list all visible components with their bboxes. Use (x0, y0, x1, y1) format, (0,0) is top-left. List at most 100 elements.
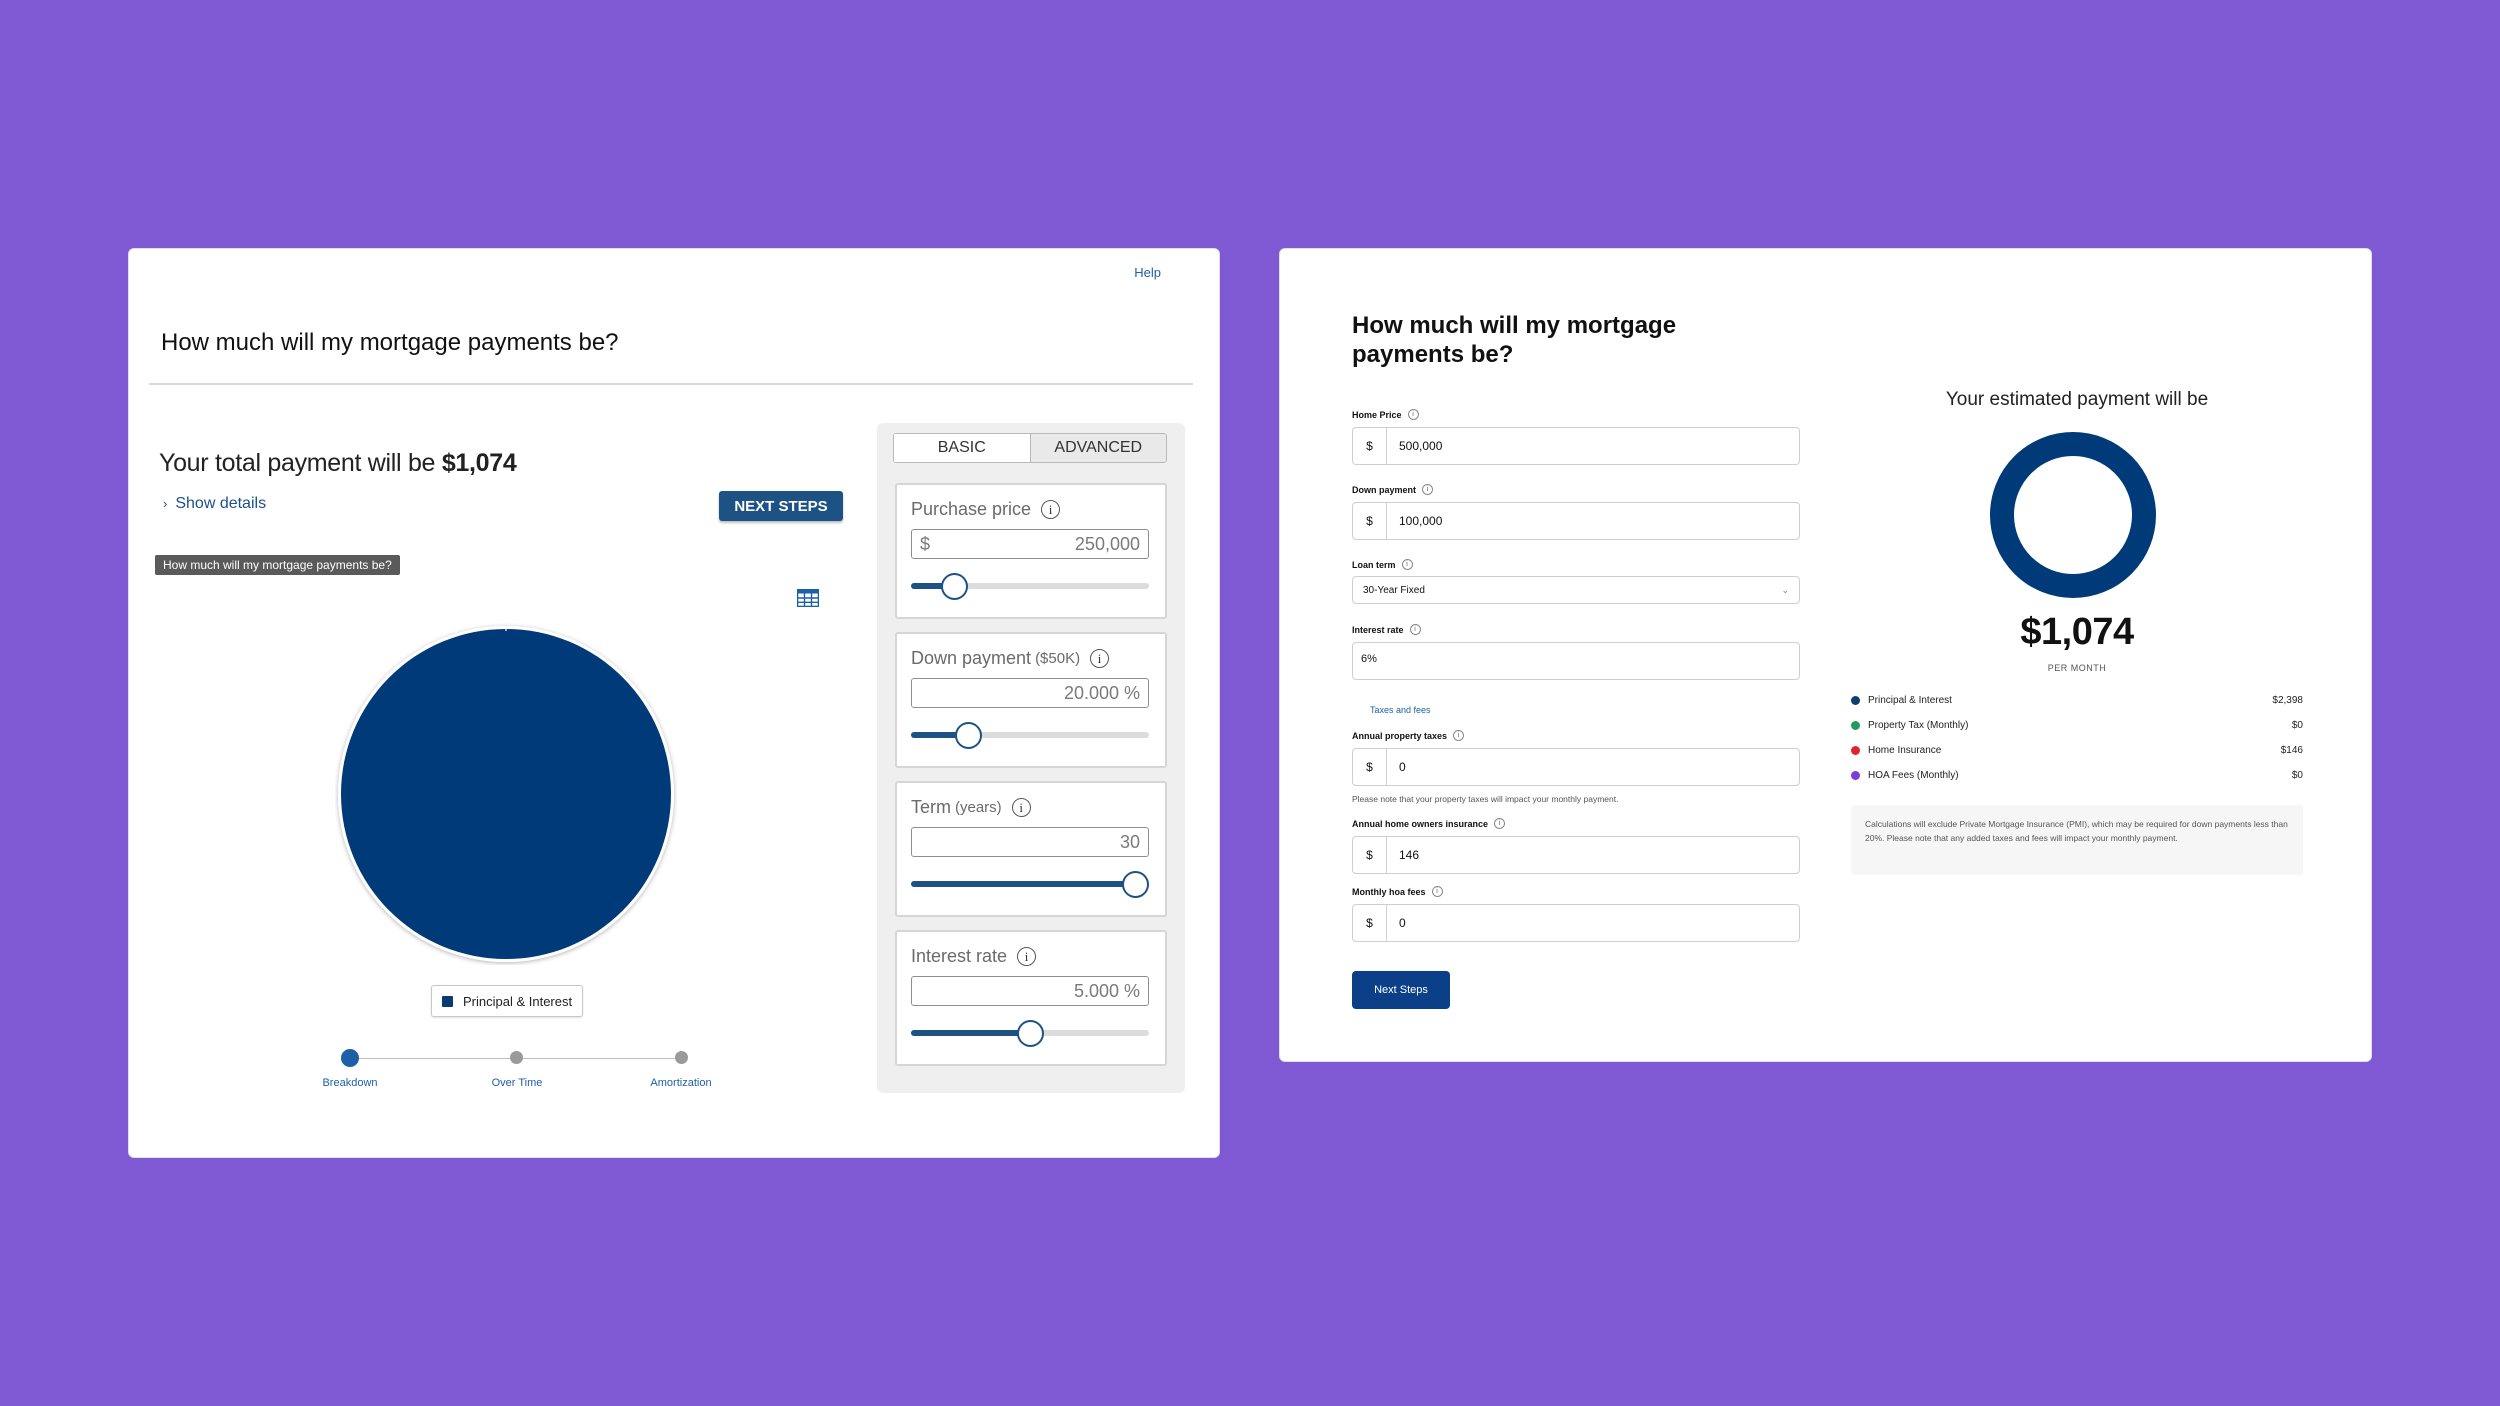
slider-handle[interactable] (1017, 1020, 1044, 1047)
property-taxes-input[interactable]: $0 (1352, 748, 1800, 786)
breakdown-label: HOA Fees (Monthly) (1868, 770, 1959, 781)
property-taxes-note: Please note that your property taxes wil… (1352, 794, 1619, 804)
estimated-payment-amount: $1,074 (2020, 611, 2134, 653)
tab-basic[interactable]: BASIC (894, 434, 1031, 462)
info-icon[interactable]: i (1090, 649, 1110, 668)
old-calculator-card: Help How much will my mortgage payments … (128, 248, 1220, 1158)
interest-rate-input[interactable]: 6% (1352, 642, 1800, 680)
slider-fill (911, 881, 1135, 887)
help-link[interactable]: Help (1134, 265, 1161, 280)
info-icon[interactable]: i (1011, 798, 1031, 817)
loan-term-select[interactable]: 30-Year Fixed ⌄ (1352, 576, 1800, 604)
currency-prefix: $ (920, 533, 931, 554)
info-icon[interactable]: i (1431, 886, 1443, 897)
input-value: 0 (1399, 760, 1406, 774)
term-input[interactable]: 30 (911, 827, 1149, 857)
interest-rate-label: Interest rate (1352, 624, 1404, 635)
breakdown-label: Property Tax (Monthly) (1868, 720, 1969, 731)
down-payment-slider[interactable] (911, 722, 1149, 749)
currency-prefix: $ (1353, 837, 1387, 873)
show-details-label: Show details (175, 495, 267, 512)
pmi-disclaimer: Calculations will exclude Private Mortga… (1851, 805, 2303, 875)
next-steps-button[interactable]: Next Steps (1352, 971, 1450, 1009)
step-label-amortization[interactable]: Amortization (650, 1077, 712, 1089)
info-icon[interactable]: i (1401, 559, 1413, 570)
pie-slice-principal-interest[interactable] (341, 629, 671, 959)
legend-label: Principal & Interest (463, 993, 573, 1009)
slider-fill (911, 583, 954, 589)
loan-term-label: Loan term (1352, 559, 1396, 570)
info-icon[interactable]: i (1041, 500, 1061, 519)
info-icon[interactable]: i (1494, 818, 1506, 829)
currency-prefix: $ (1353, 503, 1387, 539)
purchase-price-slider[interactable] (911, 573, 1149, 600)
input-value: 100,000 (1399, 514, 1443, 528)
term-slider[interactable] (911, 871, 1149, 898)
slider-handle[interactable] (1121, 871, 1149, 898)
field-label-suffix: (years) (955, 799, 1002, 816)
step-label-breakdown[interactable]: Breakdown (322, 1077, 378, 1089)
home-price-label: Home Price (1352, 409, 1402, 420)
term-field: Term (years) i 30 (895, 781, 1167, 917)
field-label-suffix: ($50K) (1035, 650, 1081, 667)
info-icon[interactable]: i (1409, 624, 1421, 635)
input-value: 146 (1399, 848, 1420, 862)
input-value: 500,000 (1399, 439, 1443, 453)
total-payment: Your total payment will be $1,074 (159, 449, 517, 478)
info-icon[interactable]: i (1017, 947, 1037, 966)
field-label: Term (911, 797, 951, 817)
hoa-fees-input[interactable]: $0 (1352, 904, 1800, 942)
show-details-toggle[interactable]: › Show details (163, 495, 266, 513)
new-calculator-card: How much will my mortgage payments be? H… (1279, 248, 2372, 1062)
step-label-over-time[interactable]: Over Time (491, 1077, 543, 1089)
slider-handle[interactable] (955, 722, 983, 749)
tab-advanced[interactable]: ADVANCED (1030, 434, 1166, 462)
per-month-label: PER MONTH (2047, 663, 2107, 673)
step-dot-amortization[interactable] (675, 1051, 688, 1064)
info-icon[interactable]: i (1453, 730, 1465, 741)
down-payment-label: Down payment (1352, 484, 1417, 495)
breakdown-label: Principal & Interest (1868, 695, 1952, 706)
divider (149, 383, 1193, 385)
info-icon[interactable]: i (1422, 484, 1434, 495)
info-icon[interactable]: i (1407, 409, 1419, 420)
down-payment-field: Down payment ($50K) i 20.000 % (895, 632, 1167, 768)
breakdown-amount: $146 (2280, 745, 2303, 756)
breakdown-label: Home Insurance (1868, 745, 1942, 756)
total-amount: $1,074 (441, 449, 517, 477)
breakdown-row: Principal & Interest $2,398 (1851, 695, 2303, 706)
purchase-price-input[interactable]: $250,000 (911, 529, 1149, 559)
donut-segment-principal-interest[interactable] (1990, 432, 2156, 598)
breakdown-amount: $0 (2291, 720, 2303, 731)
home-price-input[interactable]: $500,000 (1352, 427, 1800, 465)
interest-rate-input[interactable]: 5.000 % (911, 976, 1149, 1006)
slider-handle[interactable] (940, 573, 968, 600)
property-taxes-label: Annual property taxes (1352, 730, 1448, 741)
chevron-down-icon: ⌄ (1781, 584, 1789, 595)
step-dot-breakdown[interactable] (341, 1049, 359, 1067)
chevron-right-icon: › (163, 496, 168, 511)
page-title: How much will my mortgage payments be? (161, 329, 619, 356)
breakdown-row: HOA Fees (Monthly) $0 (1851, 770, 2303, 781)
interest-rate-slider[interactable] (911, 1020, 1149, 1047)
mode-tabs: BASIC ADVANCED (893, 433, 1167, 463)
down-payment-input[interactable]: $100,000 (1352, 502, 1800, 540)
color-dot (1851, 771, 1860, 780)
purchase-price-field: Purchase price i $250,000 (895, 483, 1167, 619)
down-payment-input[interactable]: 20.000 % (911, 678, 1149, 708)
breakdown-row: Home Insurance $146 (1851, 745, 2303, 756)
next-steps-button[interactable]: NEXT STEPS (719, 491, 843, 521)
field-label: Interest rate (911, 946, 1008, 966)
taxes-and-fees-link[interactable]: Taxes and fees (1370, 705, 1431, 715)
legend-swatch (442, 995, 453, 1007)
estimate-heading: Your estimated payment will be (1945, 389, 2209, 410)
field-value: 5.000 % (1073, 980, 1140, 1001)
home-insurance-input[interactable]: $146 (1352, 836, 1800, 874)
field-label: Purchase price (911, 499, 1032, 519)
field-value: 30 (1119, 831, 1140, 852)
table-view-icon[interactable] (797, 589, 819, 607)
step-dot-over-time[interactable] (510, 1051, 523, 1064)
chart-legend[interactable]: Principal & Interest (431, 985, 584, 1017)
breakdown-amount: $0 (2291, 770, 2303, 781)
total-prefix: Your total payment will be (159, 449, 436, 477)
